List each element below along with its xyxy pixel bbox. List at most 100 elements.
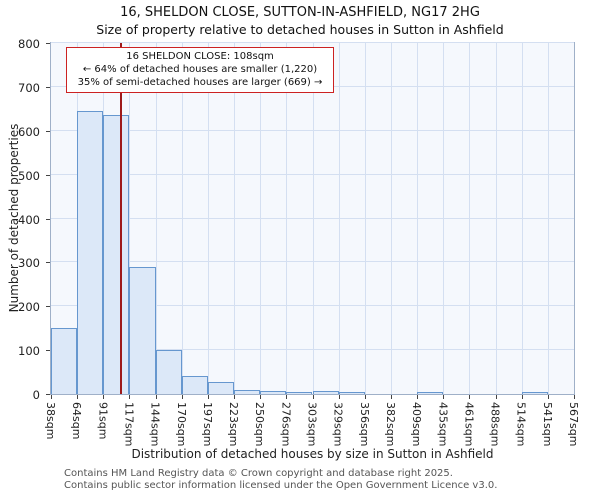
y-tick-label: 800 (18, 37, 40, 51)
annotation-box: 16 SHELDON CLOSE: 108sqm ← 64% of detach… (66, 47, 334, 93)
footer-attribution-line1: Contains HM Land Registry data © Crown c… (64, 468, 453, 479)
histogram-bar (417, 392, 444, 394)
x-tick-mark (521, 395, 523, 399)
y-tick-mark (46, 350, 50, 352)
x-tick-label: 276sqm (279, 402, 293, 447)
histogram-bar (155, 350, 182, 394)
x-tick-label: 356sqm (357, 402, 371, 447)
y-tick-mark (46, 174, 50, 176)
v-gridline (181, 43, 183, 394)
y-tick-mark (46, 43, 50, 44)
y-tick-mark (46, 306, 50, 308)
x-axis-ticks: 38sqm 64sqm 91sqm 117sqm 144sqm 170sqm 197sqm 2… (44, 395, 580, 457)
x-tick-mark (390, 395, 392, 399)
x-tick-mark (155, 395, 157, 399)
y-tick-label: 200 (18, 300, 40, 315)
v-gridline (338, 43, 340, 394)
v-gridline (129, 43, 131, 394)
histogram-bar (234, 389, 261, 394)
property-size-marker-line (120, 43, 123, 394)
histogram-bar (286, 392, 313, 394)
x-tick-mark (443, 395, 445, 399)
x-tick-label: 541sqm (540, 402, 554, 447)
v-gridline (234, 43, 236, 394)
x-tick-mark (338, 395, 340, 399)
x-tick-label: 461sqm (462, 402, 476, 447)
v-gridline (469, 43, 471, 394)
histogram-bar (51, 328, 78, 394)
x-tick-mark (103, 395, 105, 399)
histogram-bar (103, 115, 130, 394)
y-tick-label: 400 (18, 212, 40, 227)
v-gridline (312, 43, 314, 394)
footer-attribution-line2: Contains public sector information licen… (64, 480, 498, 491)
annotation-line2: ← 64% of detached houses are smaller (1,… (82, 64, 318, 75)
x-tick-mark (234, 395, 236, 399)
x-tick-label: 64sqm (70, 402, 84, 440)
y-tick-mark (46, 130, 50, 132)
y-tick-mark (46, 86, 50, 88)
x-tick-mark (574, 395, 575, 399)
x-tick-mark (417, 395, 419, 399)
x-tick-mark (364, 395, 366, 399)
v-gridline (390, 43, 392, 394)
v-gridline (417, 43, 419, 394)
x-tick-label: 117sqm (122, 402, 136, 447)
x-tick-label: 382sqm (383, 402, 397, 447)
plot-area (50, 42, 575, 395)
x-tick-label: 488sqm (488, 402, 502, 447)
y-axis-ticks: 0 100 200 300 400 500 600 700 800 (0, 37, 50, 402)
x-tick-mark (469, 395, 471, 399)
v-gridline (260, 43, 262, 394)
histogram-bar (129, 266, 156, 394)
x-tick-mark (260, 395, 262, 399)
y-tick-label: 600 (18, 124, 40, 139)
x-tick-mark (312, 395, 314, 399)
y-tick-mark (46, 262, 50, 264)
x-tick-mark (181, 395, 183, 399)
y-tick-label: 500 (18, 168, 40, 183)
h-gridline (51, 42, 574, 43)
v-gridline (443, 43, 445, 394)
x-tick-label: 197sqm (200, 402, 214, 447)
x-tick-label: 567sqm (567, 402, 580, 447)
y-tick-label: 700 (18, 80, 40, 95)
annotation-line3: 35% of semi-detached houses are larger (… (77, 77, 323, 88)
x-tick-mark (495, 395, 497, 399)
y-tick-label: 0 (32, 388, 40, 402)
x-tick-label: 223sqm (227, 402, 241, 447)
y-tick-mark (46, 394, 50, 395)
x-tick-label: 303sqm (305, 402, 319, 447)
x-tick-mark (207, 395, 209, 399)
x-axis-title: Distribution of detached houses by size … (131, 447, 494, 461)
v-gridline (495, 43, 497, 394)
v-gridline (286, 43, 288, 394)
x-tick-label: 329sqm (331, 402, 345, 447)
histogram-bar (521, 392, 548, 394)
v-gridline (207, 43, 209, 394)
x-tick-label: 514sqm (514, 402, 528, 447)
histogram-bar (312, 391, 339, 394)
x-tick-label: 250sqm (253, 402, 267, 447)
x-tick-label: 144sqm (148, 402, 162, 447)
x-tick-label: 409sqm (410, 402, 424, 447)
v-gridline (547, 43, 549, 394)
annotation-line1: 16 SHELDON CLOSE: 108sqm (126, 51, 274, 62)
y-tick-mark (46, 218, 50, 220)
x-tick-label: 170sqm (174, 402, 188, 447)
y-tick-label: 300 (18, 256, 40, 271)
x-tick-mark (547, 395, 549, 399)
v-gridline (155, 43, 157, 394)
histogram-bar (338, 392, 365, 394)
v-gridline (521, 43, 523, 394)
x-tick-mark (129, 395, 131, 399)
x-tick-mark (286, 395, 288, 399)
x-tick-label: 435sqm (436, 402, 450, 447)
chart-title-line2: Size of property relative to detached ho… (96, 22, 504, 37)
histogram-bar (260, 390, 287, 394)
histogram-bar (181, 375, 208, 394)
x-tick-mark (51, 395, 52, 399)
chart-title-line1: 16, SHELDON CLOSE, SUTTON-IN-ASHFIELD, N… (120, 5, 480, 20)
x-tick-label: 91sqm (96, 402, 110, 440)
x-tick-label: 38sqm (44, 402, 57, 440)
